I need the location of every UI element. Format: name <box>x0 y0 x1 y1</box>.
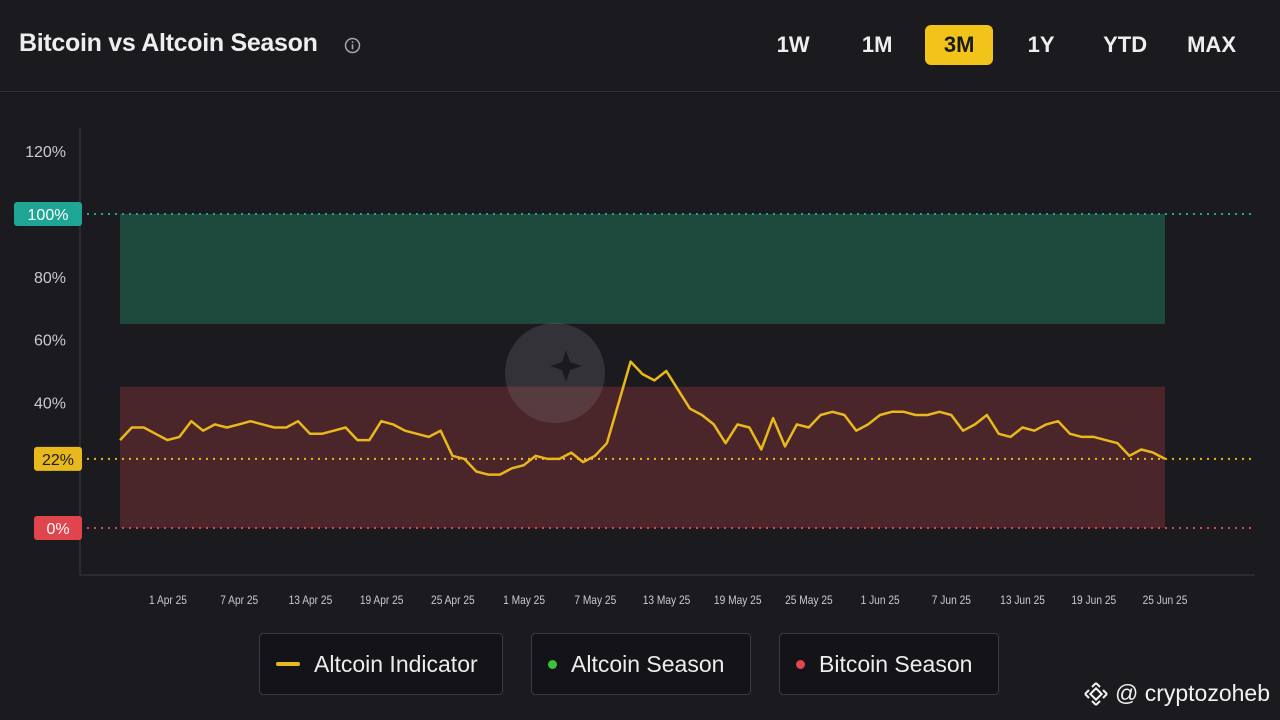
y-tick-label: 40% <box>34 395 66 412</box>
line-chart: 120% 80% 60% 40% 1 Apr 25 7 Apr 25 13 Apr 25 19… <box>14 128 1255 607</box>
marker-label: 0% <box>46 521 69 538</box>
x-tick-label: 1 Apr 25 <box>149 594 187 607</box>
y-tick-label: 80% <box>34 270 66 287</box>
legend-label: Bitcoin Season <box>819 650 973 677</box>
legend-item-altcoin-indicator[interactable]: Altcoin Indicator <box>259 633 503 695</box>
page-title: Bitcoin vs Altcoin Season <box>19 29 318 57</box>
altcoin-season-zone <box>120 214 1165 324</box>
red-dot-icon <box>796 659 805 669</box>
y-tick-label: 120% <box>25 144 66 161</box>
legend-item-altcoin-season[interactable]: Altcoin Season <box>531 633 751 695</box>
line-swatch-icon <box>276 662 300 666</box>
legend-label: Altcoin Season <box>571 650 725 677</box>
green-dot-icon <box>548 659 557 669</box>
x-tick-label: 25 Jun 25 <box>1143 594 1188 607</box>
y-tick-label: 60% <box>34 333 66 350</box>
marker-badge <box>14 202 82 226</box>
x-tick-label: 7 Apr 25 <box>220 594 258 607</box>
range-button-ytd[interactable]: YTD <box>1103 32 1148 57</box>
range-button-1m[interactable]: 1M <box>861 32 893 57</box>
x-tick-label: 13 Jun 25 <box>1000 594 1045 607</box>
x-tick-label: 25 Apr 25 <box>431 594 475 607</box>
marker-badge <box>34 516 82 540</box>
token-metrics-watermark <box>505 323 605 423</box>
x-tick-label: 1 Jun 25 <box>861 594 900 607</box>
x-tick-label: 19 Apr 25 <box>360 594 404 607</box>
x-tick-label: 19 May 25 <box>714 594 762 607</box>
time-range-selector: 1W 1M 3M 1Y YTD MAX <box>745 25 1250 65</box>
range-button-1y[interactable]: 1Y <box>1027 32 1055 57</box>
marker-label: 100% <box>28 207 69 224</box>
x-tick-label: 19 Jun 25 <box>1071 594 1116 607</box>
x-tick-label: 1 May 25 <box>503 594 545 607</box>
chart-legend: Altcoin Indicator Altcoin Season Bitcoin… <box>259 633 999 695</box>
x-tick-label: 13 Apr 25 <box>289 594 333 607</box>
info-icon[interactable] <box>344 37 361 54</box>
range-button-max[interactable]: MAX <box>1187 32 1236 57</box>
x-tick-label: 25 May 25 <box>785 594 833 607</box>
binance-logo-icon <box>1084 681 1108 706</box>
bitcoin-season-zone <box>120 386 1165 528</box>
range-button-1w[interactable]: 1W <box>776 32 810 57</box>
altcoin-indicator-line <box>119 360 1166 476</box>
marker-badge <box>34 446 82 471</box>
x-tick-label: 13 May 25 <box>643 594 691 607</box>
card-header: Bitcoin vs Altcoin Season 1W 1M 3M 1Y YT… <box>0 0 1280 92</box>
x-tick-label: 7 May 25 <box>574 594 616 607</box>
legend-item-bitcoin-season[interactable]: Bitcoin Season <box>779 633 999 695</box>
x-tick-label: 7 Jun 25 <box>932 594 971 607</box>
author-credit: @ cryptozoheb <box>1083 680 1270 707</box>
legend-label: Altcoin Indicator <box>314 650 478 677</box>
marker-label: 22% <box>42 452 74 469</box>
range-button-3m[interactable]: 3M <box>925 25 994 65</box>
author-handle: @ cryptozoheb <box>1114 680 1270 706</box>
